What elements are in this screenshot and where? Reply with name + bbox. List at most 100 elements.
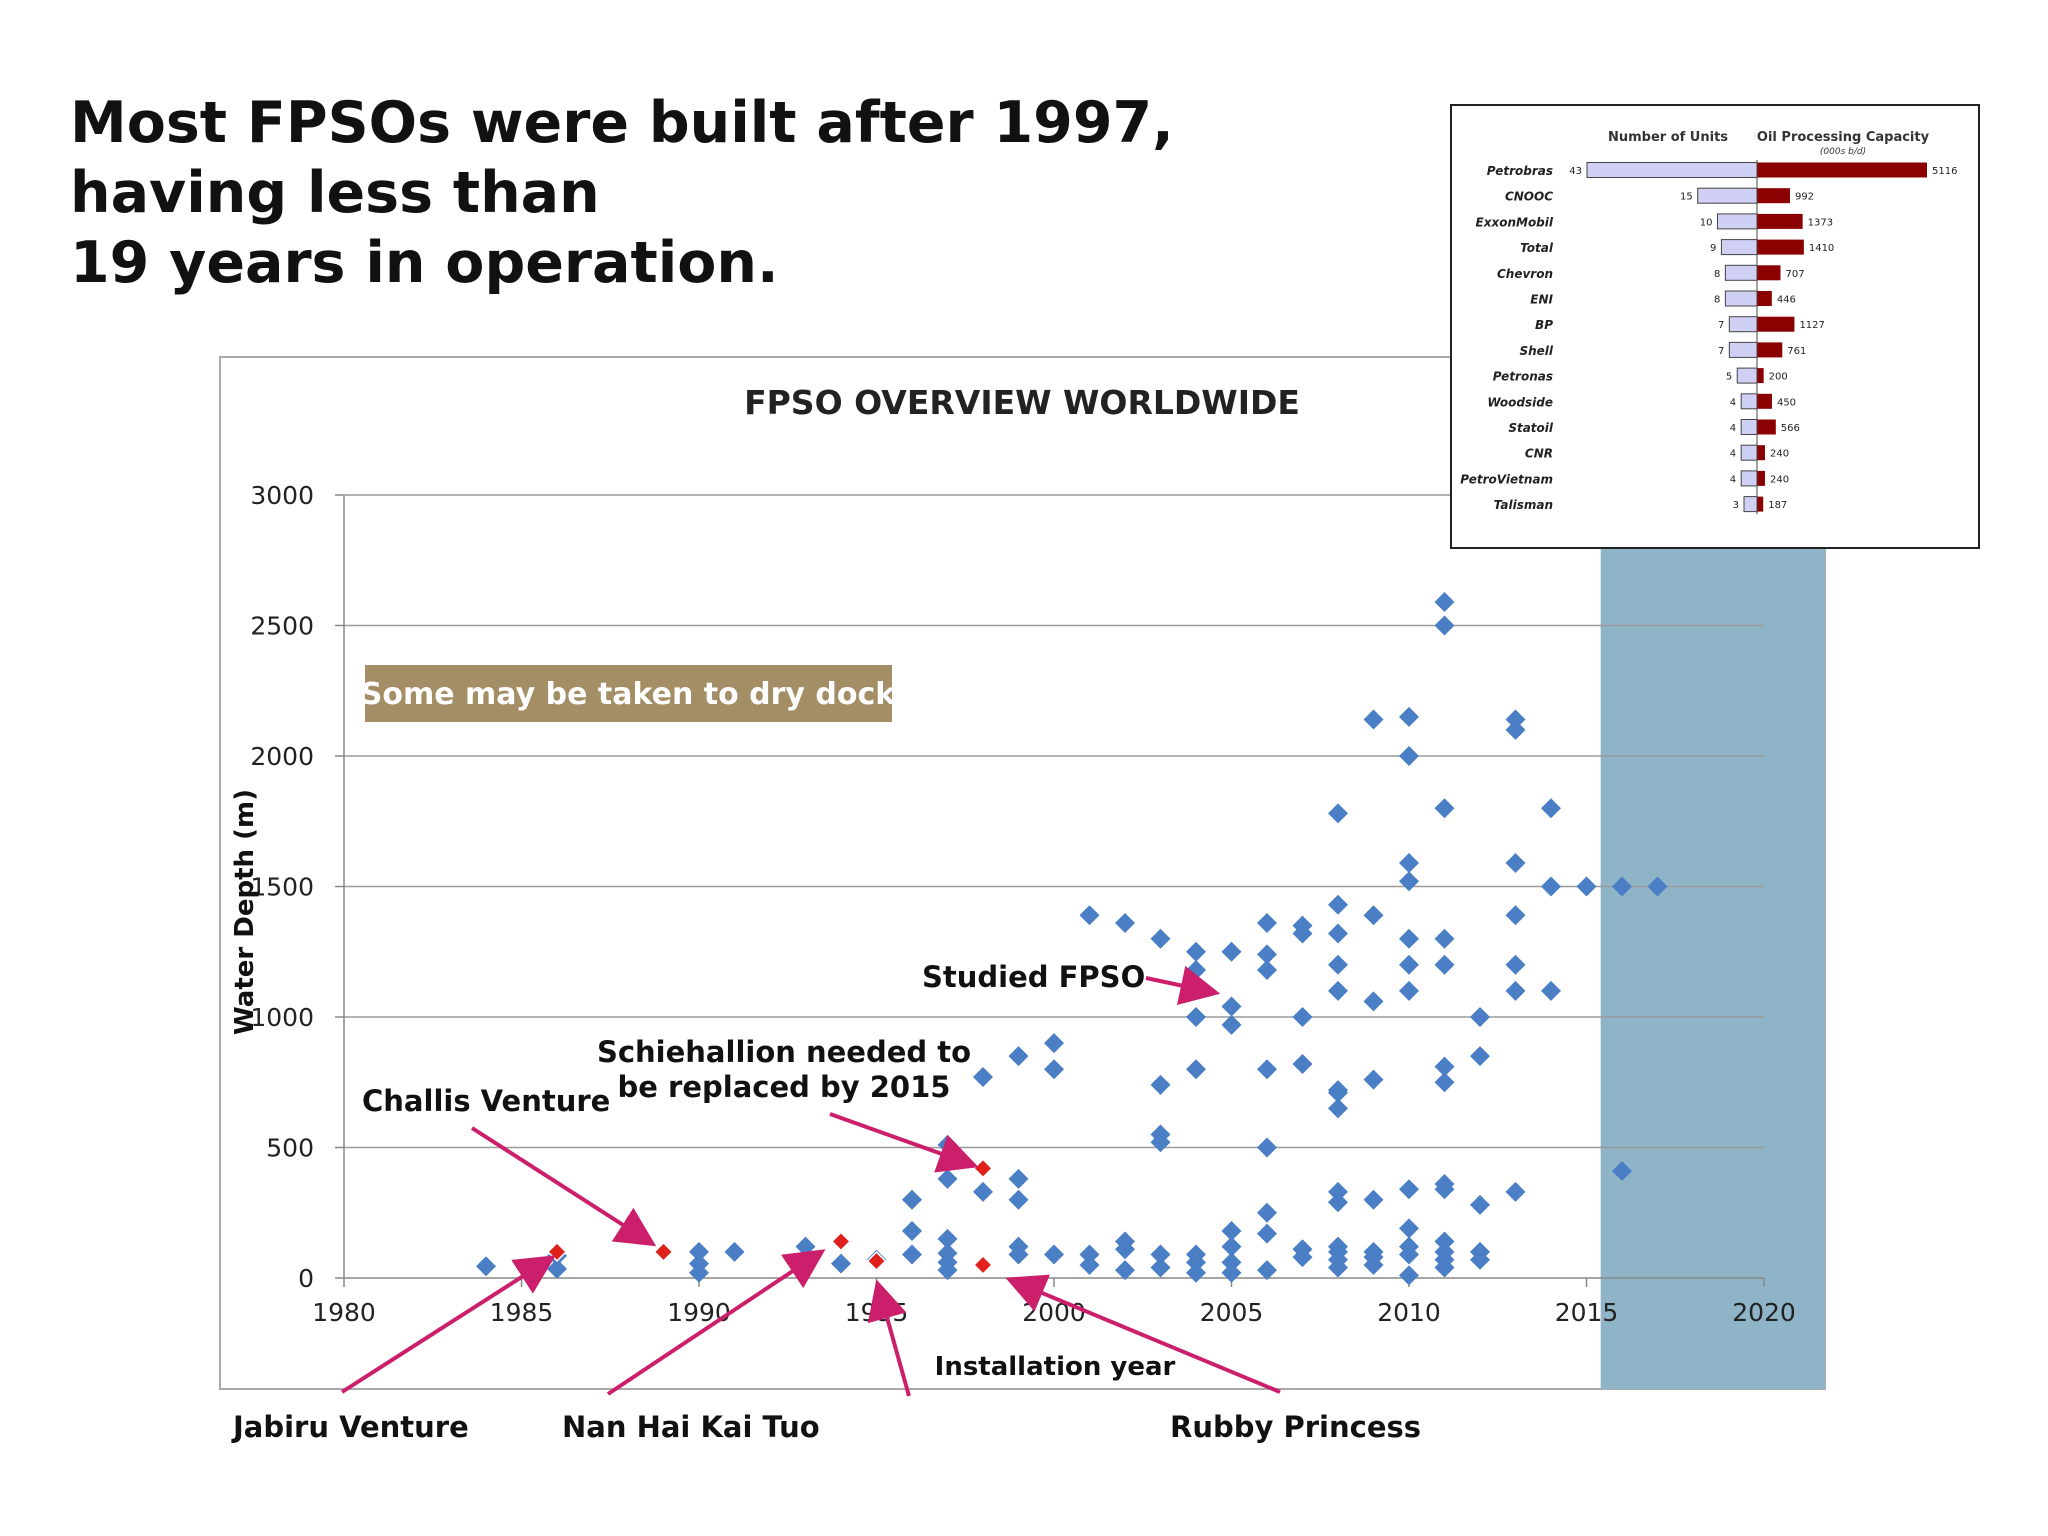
x-axis-label: Installation year [935, 1352, 1176, 1382]
slide-heading-line-2: 19 years in operation. [70, 230, 779, 296]
highlighted-fpso-point [830, 1231, 852, 1252]
fpso-point [1257, 1223, 1277, 1244]
fpso-point [1505, 954, 1526, 975]
inset-operator-label: CNR [1525, 447, 1553, 461]
fpso-point [1328, 954, 1348, 975]
fpso-point [1434, 928, 1455, 949]
highlighted-fpso-point [972, 1254, 994, 1276]
fpso-point [973, 1181, 993, 1202]
fpso-point [1328, 1236, 1348, 1257]
fpso-point [1221, 1236, 1242, 1257]
fpso-point [1257, 1202, 1277, 1223]
inset-units-value: 43 [1569, 166, 1582, 177]
fpso-point [1647, 876, 1668, 897]
callout-text: Some may be taken to dry dock [361, 677, 897, 712]
fpso-point [1541, 980, 1561, 1001]
fpso-point [1434, 954, 1455, 975]
y-tick-label: 2500 [250, 612, 314, 641]
fpso-point [1257, 1137, 1277, 1158]
inset-operator-label: Woodside [1487, 395, 1553, 409]
inset-capacity-value: 992 [1795, 192, 1814, 203]
fpso-point [1186, 1244, 1206, 1265]
inset-frame [1450, 104, 1980, 549]
fpso-point [1150, 1257, 1171, 1278]
inset-operator-label: Petrobras [1487, 164, 1553, 178]
fpso-point [1115, 1231, 1135, 1252]
fpso-point [1434, 1174, 1455, 1195]
inset-capacity-value: 1373 [1808, 217, 1833, 228]
inset-operator-chart: Number of Units Oil Processing Capacity … [1450, 104, 1980, 549]
inset-capacity-value: 450 [1777, 397, 1796, 408]
x-tick-label: 1980 [312, 1298, 376, 1327]
annotation-studied-fpso: Studied FPSO [922, 960, 1145, 994]
y-tick-label: 2000 [250, 742, 314, 771]
fpso-point [1221, 1221, 1242, 1242]
annotation-arrow [340, 1255, 556, 1394]
fpso-point [1292, 1053, 1313, 1074]
fpso-point [1363, 1069, 1384, 1090]
inset-units-bar [1697, 187, 1758, 204]
fpso-point [1186, 1262, 1206, 1283]
fpso-point [1541, 798, 1561, 819]
fpso-point [1434, 615, 1455, 636]
fpso-point [1328, 1098, 1348, 1119]
inset-operator-label: BP [1535, 318, 1553, 332]
y-tick-label: 3000 [250, 481, 314, 510]
inset-capacity-bar [1757, 162, 1927, 178]
fpso-point [1434, 1231, 1455, 1252]
inset-capacity-bar [1757, 291, 1772, 306]
fpso-point [1044, 1059, 1064, 1080]
inset-operator-label: Chevron [1497, 267, 1553, 281]
fpso-point [1434, 1241, 1455, 1262]
fpso-point [1150, 1244, 1171, 1265]
annotation-arrow [1005, 1274, 1281, 1394]
x-tick-label: 2015 [1555, 1298, 1619, 1327]
inset-operator-label: CNOOC [1505, 190, 1553, 204]
inset-operator-label: Petronas [1493, 370, 1553, 384]
y-tick-label: 1000 [250, 1003, 314, 1032]
y-axis-label: Water Depth (m) [230, 789, 260, 1035]
inset-capacity-bar [1757, 393, 1772, 409]
fpso-point [1115, 1260, 1135, 1281]
inset-capacity-value: 446 [1777, 295, 1796, 306]
fpso-point [1221, 1014, 1242, 1035]
y-tick-label: 0 [298, 1264, 314, 1293]
inset-units-value: 4 [1730, 449, 1736, 460]
inset-capacity-bar [1757, 213, 1803, 229]
fpso-point [1150, 1074, 1171, 1095]
fpso-point [1221, 1252, 1242, 1273]
inset-operator-label: Shell [1519, 344, 1553, 358]
fpso-point [1328, 1181, 1348, 1202]
inset-capacity-bar [1757, 419, 1776, 435]
fpso-point [689, 1241, 709, 1262]
fpso-point [937, 1168, 958, 1189]
inset-units-bar [1586, 162, 1758, 178]
fpso-point [1328, 1192, 1348, 1213]
slide-heading-line-1: Most FPSOs were built after 1997, having… [70, 90, 1174, 226]
fpso-point [1363, 709, 1384, 730]
fpso-point [1434, 1056, 1455, 1077]
inset-capacity-bar [1757, 445, 1765, 461]
fpso-point [1470, 1046, 1490, 1067]
highlighted-fpso-point [653, 1241, 674, 1262]
fpso-point [1505, 1181, 1526, 1202]
inset-units-value: 9 [1710, 243, 1716, 254]
fpso-point [1186, 1007, 1206, 1027]
fpso-point [1328, 1080, 1348, 1101]
fpso-point [1257, 960, 1277, 981]
x-tick-label: 2005 [1200, 1298, 1264, 1327]
inset-capacity-value: 1410 [1809, 243, 1834, 254]
inset-operator-label: Total [1520, 241, 1554, 255]
fpso-point [1434, 592, 1455, 613]
fpso-point [1399, 871, 1419, 892]
fpso-point [1328, 894, 1348, 915]
fpso-point [689, 1253, 709, 1274]
inset-units-value: 7 [1718, 320, 1724, 331]
x-tick-label: 2000 [1022, 1298, 1086, 1327]
fpso-point [937, 1243, 958, 1264]
annotation-schiehallion-line-1: Schiehallion needed to [597, 1035, 971, 1069]
fpso-point [1399, 1265, 1419, 1286]
fpso-point [1150, 928, 1171, 949]
fpso-point [1008, 1236, 1029, 1257]
